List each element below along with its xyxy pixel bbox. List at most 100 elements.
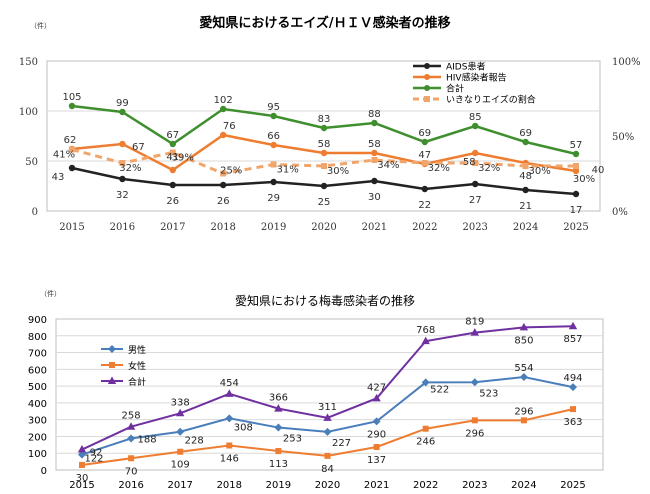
y-tick-label: 100 [28, 449, 47, 460]
legend-label: AIDS患者 [446, 61, 485, 73]
legend-label: いきなりエイズの割合 [446, 94, 536, 106]
data-point [472, 181, 478, 187]
legend-label: 合計 [128, 376, 146, 388]
x-tick-label: 2025 [563, 222, 588, 233]
x-tick-label: 2022 [412, 222, 437, 233]
data-label: 246 [416, 437, 435, 448]
data-label: 43 [52, 172, 65, 183]
data-label: 62 [64, 135, 77, 146]
chart-1-y-ticks: 050100150 [19, 57, 38, 218]
legend-label: 女性 [128, 360, 146, 372]
data-point [422, 139, 428, 145]
data-point [522, 187, 528, 193]
data-label: 67 [132, 142, 145, 153]
y-tick-label: 100 [19, 107, 38, 118]
data-point [573, 191, 579, 197]
chart-1-unit: （件） [30, 21, 51, 30]
data-label: 454 [220, 378, 239, 389]
data-point [371, 150, 377, 156]
data-label: 76 [223, 121, 236, 132]
data-label: 32 [116, 190, 129, 201]
legend-marker [424, 74, 430, 80]
chart-2-y-ticks: 0100200300400500600700800900 [28, 315, 47, 477]
chart-2: 愛知県における梅毒感染者の推移 （件） 0 100 200 300 400 500 600 7… [28, 289, 603, 491]
data-point [325, 453, 331, 459]
data-label: 522 [430, 384, 449, 395]
data-label: 84 [321, 464, 334, 475]
data-label: 146 [220, 454, 239, 465]
data-point [270, 142, 276, 148]
data-label: 113 [269, 459, 288, 470]
x-tick-label: 2024 [513, 222, 538, 233]
chart-2-x-ticks: 2015 2016 2017 2018 2019 2020 2021 2022 2023 2024… [69, 480, 585, 491]
data-label: 32% [478, 163, 500, 174]
x-tick-label: 2025 [560, 480, 585, 491]
data-point [422, 186, 428, 192]
data-label: 554 [514, 363, 533, 374]
data-label: 494 [563, 373, 582, 384]
x-tick-label: 2018 [217, 480, 242, 491]
data-label: 768 [416, 325, 435, 336]
data-label: 188 [138, 434, 157, 445]
data-label: 227 [332, 438, 351, 449]
data-label: 58 [368, 139, 381, 150]
y-tick-label: 50 [25, 157, 38, 168]
data-point [275, 448, 281, 454]
x-tick-label: 2023 [462, 480, 487, 491]
data-label: 30 [76, 473, 89, 484]
data-label: 47 [418, 150, 431, 161]
x-tick-label: 2016 [110, 222, 135, 233]
data-label: 67 [166, 130, 179, 141]
data-point [226, 443, 232, 449]
data-point [321, 183, 327, 189]
data-point [220, 182, 226, 188]
data-point [570, 406, 576, 412]
data-label: 228 [185, 436, 204, 447]
data-label: 34% [377, 160, 399, 171]
y-tick-label: 600 [28, 365, 47, 376]
data-label: 29 [267, 193, 280, 204]
data-label: 70 [125, 466, 138, 477]
data-point [128, 455, 134, 461]
y-tick-label: 500 [28, 382, 47, 393]
data-label: 21 [519, 201, 532, 212]
data-point [119, 141, 125, 147]
legend-marker [424, 63, 430, 69]
data-label: 41% [53, 150, 75, 161]
data-label: 31% [276, 165, 298, 176]
data-label: 58 [318, 139, 331, 150]
data-point [69, 165, 75, 171]
x-tick-label: 2019 [266, 480, 291, 491]
data-label: 69 [418, 128, 431, 139]
data-point [69, 103, 75, 109]
chart-2-unit: （件） [40, 289, 61, 298]
data-label: 25% [220, 166, 242, 177]
y-tick-label: 400 [28, 399, 47, 410]
y-right-tick-label: 100% [612, 57, 641, 68]
legend-label: 男性 [128, 344, 146, 356]
data-label: 338 [171, 397, 190, 408]
x-tick-label: 2022 [413, 480, 438, 491]
data-label: 363 [563, 417, 582, 428]
x-tick-label: 2018 [210, 222, 235, 233]
data-label: 290 [367, 429, 386, 440]
data-label: 857 [563, 334, 582, 345]
x-tick-label: 2017 [160, 222, 185, 233]
y-right-tick-label: 50% [612, 132, 634, 143]
data-label: 258 [122, 411, 141, 422]
x-tick-label: 2021 [364, 480, 389, 491]
x-tick-label: 2020 [315, 480, 340, 491]
data-label: 69 [519, 128, 532, 139]
data-label: 137 [367, 455, 386, 466]
data-point [170, 167, 176, 173]
x-tick-label: 2023 [462, 222, 487, 233]
x-tick-label: 2021 [362, 222, 387, 233]
data-label: 85 [469, 112, 482, 123]
data-point [170, 141, 176, 147]
data-point [423, 426, 429, 432]
data-point [371, 120, 377, 126]
data-label: 22 [418, 200, 431, 211]
y-tick-label: 300 [28, 416, 47, 427]
y-right-tick-label: 0% [612, 207, 628, 218]
